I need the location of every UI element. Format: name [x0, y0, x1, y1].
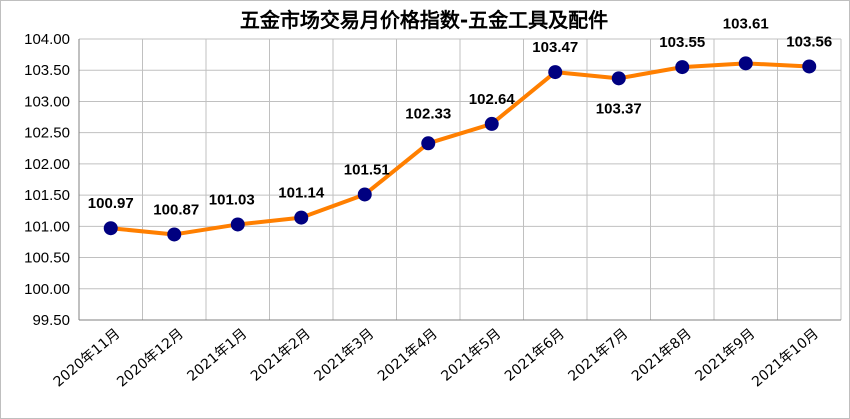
data-point — [103, 221, 118, 236]
x-tick-label: 2021年5月 — [438, 326, 504, 385]
x-tick-label: 2021年7月 — [565, 326, 631, 385]
x-tick-label: 2021年2月 — [248, 326, 314, 385]
data-point — [738, 56, 753, 71]
data-label: 101.03 — [209, 191, 255, 208]
y-tick-label: 101.00 — [24, 218, 70, 235]
data-point — [294, 210, 309, 225]
x-axis-tick-labels: 2020年11月2020年12月2021年1月2021年2月2021年3月202… — [51, 326, 822, 391]
data-point — [357, 187, 372, 202]
data-label: 100.87 — [153, 201, 199, 218]
data-label: 103.37 — [596, 100, 642, 117]
x-tick-label: 2021年6月 — [502, 326, 568, 385]
data-label: 103.47 — [532, 39, 578, 56]
x-tick-label: 2021年8月 — [629, 326, 695, 385]
x-tick-label: 2021年9月 — [692, 326, 758, 385]
x-tick-label: 2021年1月 — [184, 326, 250, 385]
x-tick-label: 2020年12月 — [114, 326, 187, 391]
data-label: 101.51 — [344, 161, 390, 178]
data-point — [548, 65, 563, 80]
y-tick-label: 100.00 — [24, 281, 70, 298]
data-point — [802, 59, 817, 74]
y-tick-label: 103.50 — [24, 62, 70, 79]
x-tick-label: 2021年4月 — [375, 326, 441, 385]
series-line-path — [108, 61, 812, 237]
data-point — [230, 217, 245, 232]
y-tick-label: 101.50 — [24, 187, 70, 204]
data-label: 103.56 — [786, 33, 832, 50]
x-tick-label: 2020年11月 — [51, 326, 124, 391]
data-label: 102.64 — [469, 91, 516, 108]
grid-lines — [78, 38, 842, 321]
data-point — [611, 71, 626, 86]
series-markers — [103, 56, 817, 242]
y-tick-label: 99.50 — [32, 312, 70, 329]
chart-title: 五金市场交易月价格指数-五金工具及配件 — [240, 8, 608, 32]
y-tick-label: 100.50 — [24, 250, 70, 267]
data-label: 101.14 — [278, 185, 325, 202]
data-label: 103.61 — [723, 15, 769, 32]
data-point — [675, 60, 690, 75]
y-tick-label: 104.00 — [24, 31, 70, 48]
x-tick-label: 2021年10月 — [749, 326, 822, 391]
axes — [78, 39, 841, 321]
y-tick-label: 103.00 — [24, 93, 70, 110]
data-point — [484, 116, 499, 131]
data-label: 102.33 — [405, 105, 451, 122]
data-point — [421, 136, 436, 151]
series-line — [108, 61, 812, 237]
data-labels: 100.97 100.87 101.03 101.14 101.51 102.33 102.… — [88, 15, 832, 218]
y-tick-label: 102.50 — [24, 125, 70, 142]
data-label: 100.97 — [88, 195, 134, 212]
data-point — [167, 227, 182, 242]
data-label: 103.55 — [659, 34, 705, 51]
y-tick-label: 102.00 — [24, 156, 70, 173]
y-axis-tick-labels: 104.00 103.50 103.00 102.50 102.00 101.50 101.… — [24, 31, 70, 329]
x-tick-label: 2021年3月 — [311, 326, 377, 385]
